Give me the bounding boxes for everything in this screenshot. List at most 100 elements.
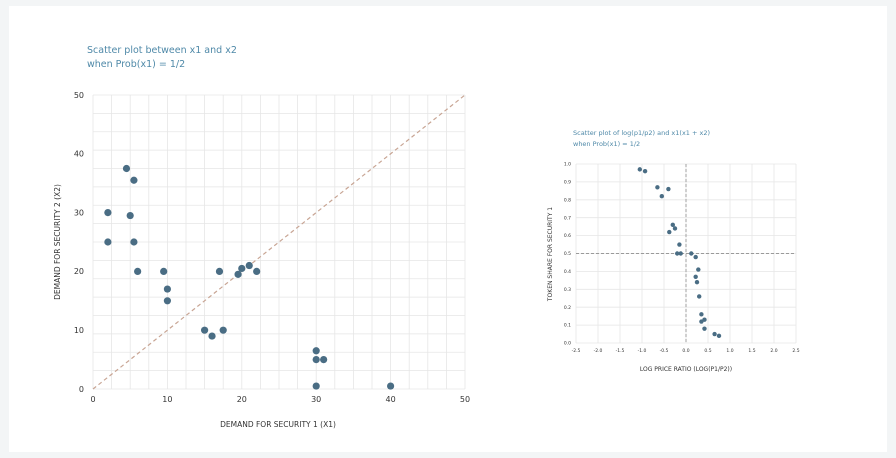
data-point (689, 251, 694, 256)
data-point (666, 186, 671, 192)
data-point (163, 285, 171, 293)
y-tick-label: 0.0 (564, 341, 571, 347)
data-point (320, 356, 328, 364)
data-point (716, 333, 722, 339)
y-tick-label: 0.7 (564, 215, 571, 221)
data-point (219, 326, 227, 334)
chart-left: Scatter plot between x1 and x2 when Prob… (53, 45, 470, 429)
x-tick-label: -0.5 (660, 348, 669, 354)
chart-left-reference (92, 94, 466, 390)
data-point (712, 331, 717, 337)
x-tick-label: 20 (237, 395, 247, 404)
y-tick-label: 1.0 (564, 162, 571, 168)
y-tick-label: 0.4 (564, 269, 571, 275)
chart-left-title-line-1: Scatter plot between x1 and x2 (87, 45, 237, 56)
chart-left-x-label: DEMAND FOR SECURITY 1 (X1) (220, 420, 336, 429)
chart-left-x-ticks: 0 10 20 30 40 50 (90, 395, 470, 404)
chart-right-points (637, 167, 722, 339)
y-tick-label: 30 (74, 208, 84, 217)
x-tick-label: 30 (311, 395, 321, 404)
data-point (387, 382, 395, 390)
data-point (312, 356, 320, 364)
x-tick-label: 10 (162, 395, 172, 404)
data-point (104, 238, 112, 246)
data-point (659, 194, 664, 199)
data-point (677, 242, 682, 247)
x-tick-label: 40 (386, 395, 396, 404)
data-point (126, 211, 134, 220)
y-tick-label: 50 (74, 91, 84, 100)
data-point (702, 326, 707, 331)
y-tick-label: 0.1 (564, 323, 571, 329)
x-tick-label: 2.5 (792, 348, 799, 354)
data-point (104, 209, 112, 217)
x-tick-label: 50 (460, 395, 470, 404)
data-point (160, 267, 168, 275)
y-tick-label: 0.2 (564, 305, 571, 311)
data-point (693, 254, 698, 260)
y-tick-label: 0.3 (564, 287, 571, 293)
chart-right-x-ticks: -2.5 -2.0 -1.5 -1.0 -0.5 0.0 0.5 1.0 1.5 2.0 2.5 (572, 348, 800, 354)
data-point (642, 168, 648, 174)
data-point (670, 222, 675, 228)
chart-left-y-label: DEMAND FOR SECURITY 2 (X2) (53, 184, 62, 300)
data-point (678, 251, 683, 256)
data-point (130, 176, 138, 184)
data-point (699, 319, 704, 324)
x-tick-label: -1.5 (616, 348, 625, 354)
data-point (312, 347, 320, 355)
chart-left-grid (92, 94, 466, 390)
x-tick-label: 0.0 (682, 348, 689, 354)
data-point (234, 270, 242, 278)
y-tick-label: 0.8 (564, 197, 571, 203)
x-tick-label: 1.5 (748, 348, 755, 354)
data-point (697, 294, 702, 299)
diagonal-reference-line (92, 94, 466, 390)
y-tick-label: 0.9 (564, 179, 571, 185)
data-point (696, 267, 701, 272)
data-point (122, 164, 131, 173)
data-point (238, 264, 246, 273)
data-point (667, 229, 672, 235)
x-tick-label: 2.0 (770, 348, 777, 354)
y-tick-label: 0 (79, 385, 84, 394)
data-point (130, 238, 138, 246)
chart-left-y-ticks: 0 10 20 30 40 50 (74, 91, 84, 394)
data-point (253, 267, 261, 275)
data-point (699, 312, 704, 317)
y-tick-label: 10 (74, 326, 84, 335)
chart-right-title-line-2: when Prob(x1) = 1/2 (573, 140, 640, 148)
x-tick-label: 1.0 (726, 348, 733, 354)
chart-right-x-label: LOG PRICE RATIO (LOG(P1/P2)) (640, 366, 732, 373)
data-point (675, 251, 680, 256)
x-tick-label: -2.5 (572, 348, 581, 354)
x-tick-label: -2.0 (594, 348, 603, 354)
chart-right-title-line-1: Scatter plot of log(p1/p2) and x1(x1 + x… (573, 129, 710, 137)
data-point (637, 167, 642, 172)
data-point (215, 267, 224, 275)
data-point (201, 326, 209, 334)
x-tick-label: -1.0 (638, 348, 647, 354)
data-point (655, 185, 660, 190)
data-point (245, 261, 253, 270)
data-point (134, 267, 142, 275)
data-point (693, 274, 698, 279)
chart-left-points (104, 164, 395, 390)
chart-right-reference (576, 164, 796, 343)
y-tick-label: 40 (74, 150, 84, 159)
x-tick-label: 0.5 (704, 348, 711, 354)
data-point (163, 297, 171, 305)
chart-left-title-line-2: when Prob(x1) = 1/2 (87, 59, 185, 70)
chart-right: Scatter plot of log(p1/p2) and x1(x1 + x… (547, 129, 800, 373)
chart-right-y-ticks: 0.0 0.1 0.2 0.3 0.4 0.5 0.6 0.7 0.8 0.9 1.0 (564, 162, 571, 347)
y-tick-label: 0.5 (564, 251, 571, 257)
data-point (694, 279, 700, 285)
data-point (312, 382, 320, 390)
y-tick-label: 20 (74, 267, 84, 276)
x-tick-label: 0 (90, 395, 95, 404)
y-tick-label: 0.6 (564, 233, 571, 239)
data-point (672, 226, 678, 231)
chart-right-y-label: TOKEN SHARE FOR SECURITY 1 (547, 207, 554, 302)
data-point (208, 332, 216, 340)
